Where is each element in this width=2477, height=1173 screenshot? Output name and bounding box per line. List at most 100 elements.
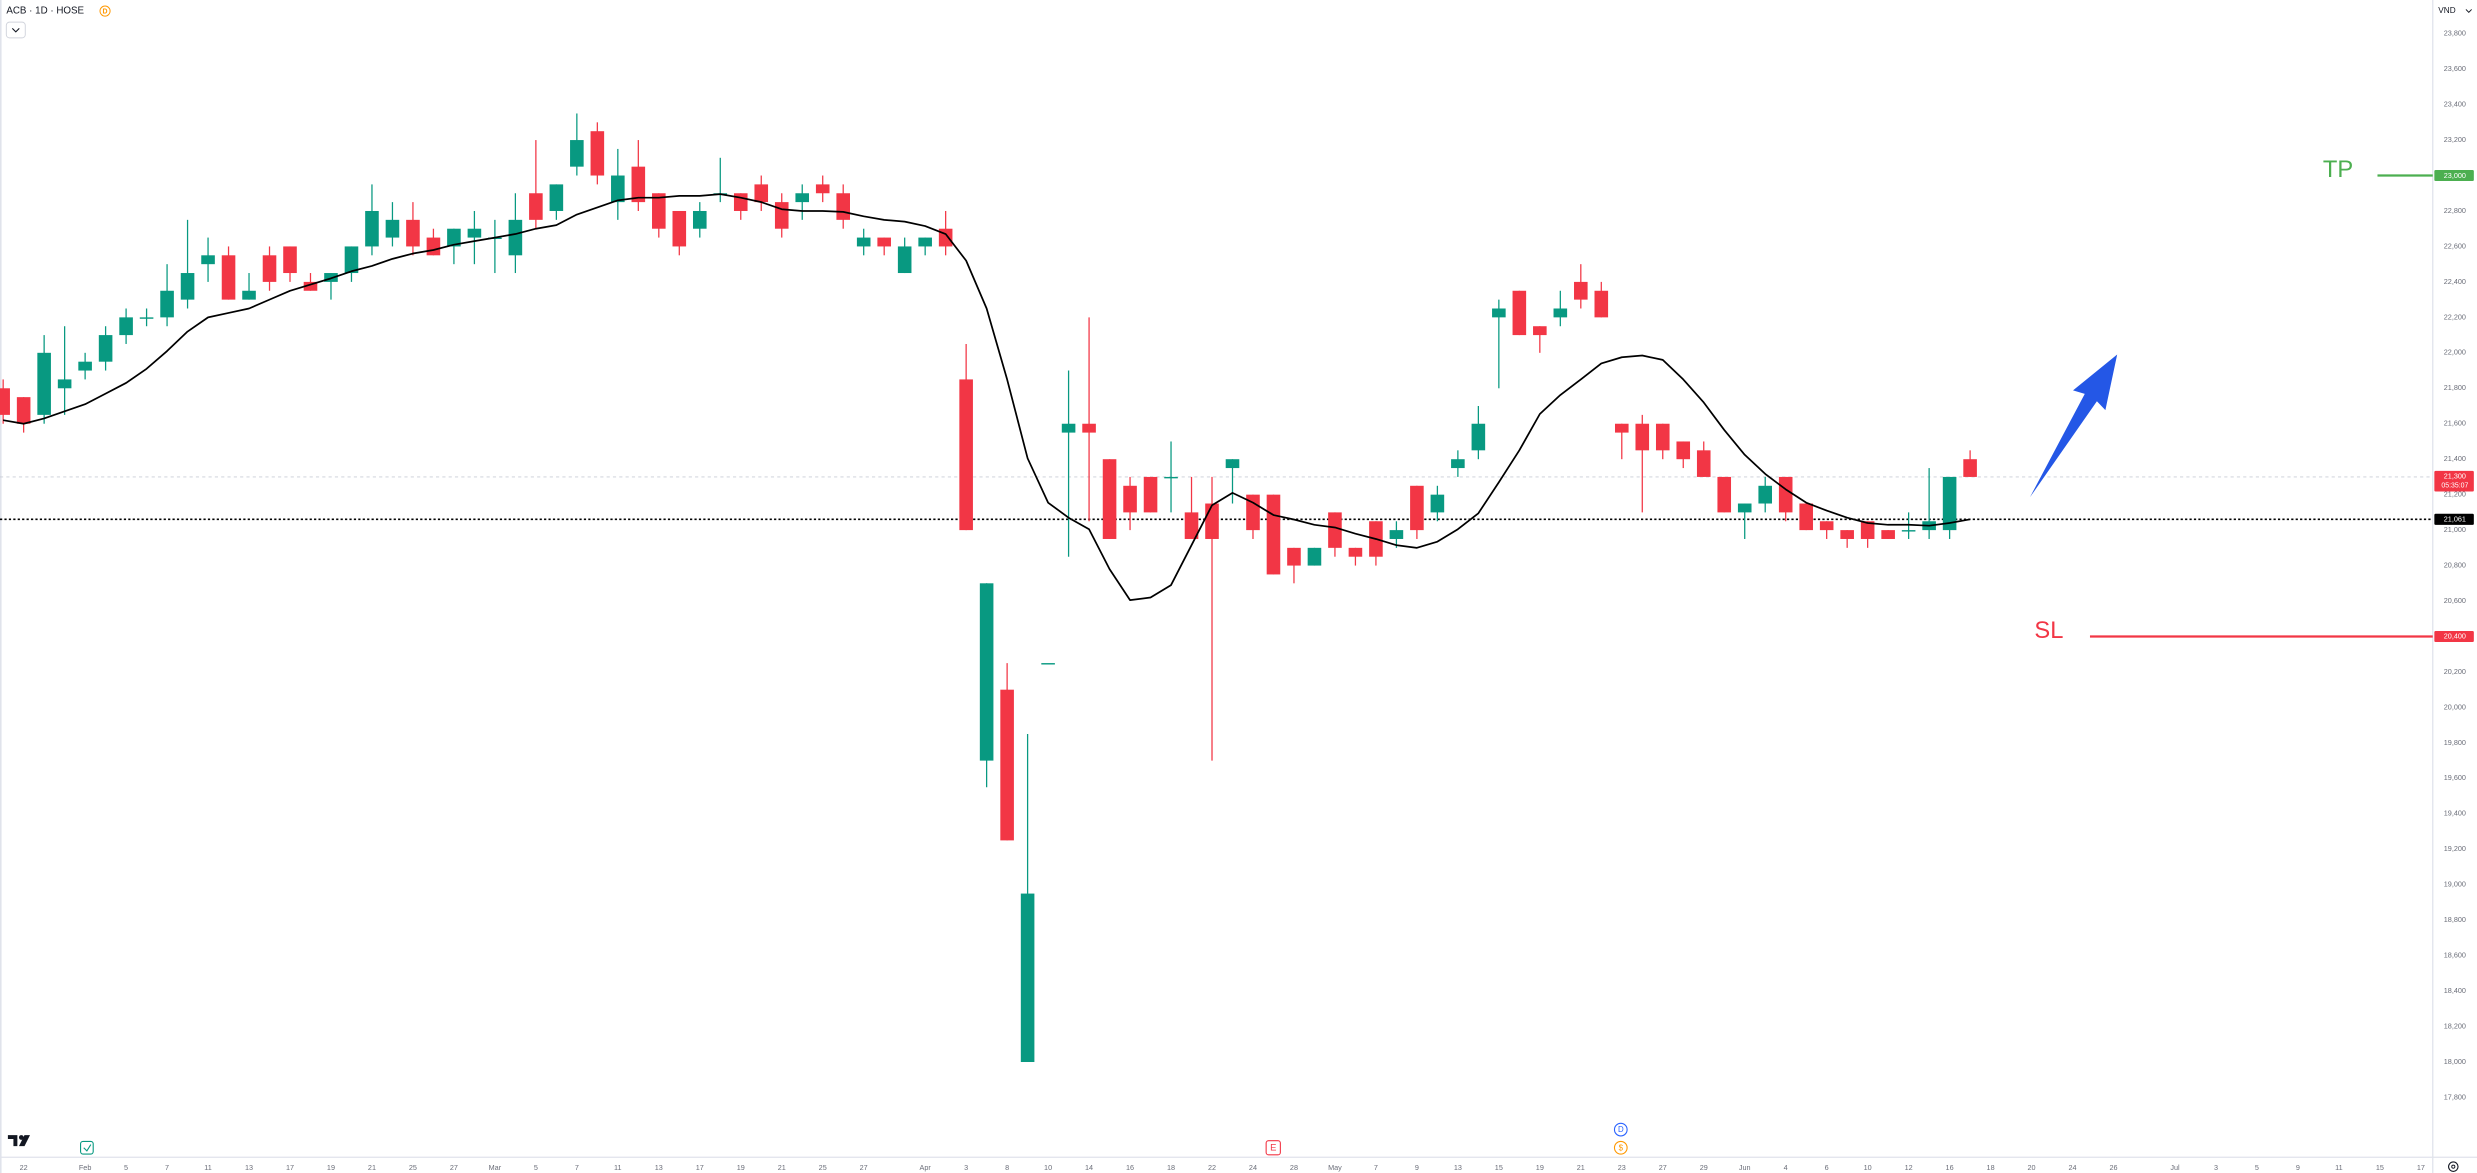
- candle-body: [856, 237, 871, 247]
- split-marker-circle[interactable]: [1613, 1140, 1628, 1155]
- candle-body: [918, 237, 932, 247]
- earnings-marker-box[interactable]: [1265, 1140, 1281, 1156]
- x-tick-label: 15: [1495, 1163, 1503, 1172]
- candle-body: [1840, 530, 1854, 539]
- settings-icon[interactable]: [2448, 1161, 2459, 1172]
- y-tick-label: 22,200: [2444, 312, 2466, 321]
- x-tick-label: 11: [614, 1163, 622, 1172]
- x-tick-label: 21: [778, 1163, 786, 1172]
- candle-body: [1512, 290, 1527, 336]
- candle-body: [78, 361, 92, 371]
- calendar-check: [83, 1144, 92, 1152]
- tradingview-logo[interactable]: [7, 1135, 31, 1147]
- arrow: [2029, 354, 2118, 498]
- candle-body: [1676, 441, 1691, 460]
- y-tick-label: 20,200: [2444, 667, 2466, 676]
- y-tick-label: 18,200: [2444, 1021, 2466, 1030]
- x-tick-label: 17: [2417, 1163, 2425, 1172]
- x-tick-label: 19: [1536, 1163, 1544, 1172]
- candle-body: [1717, 476, 1732, 513]
- candle-body: [1082, 423, 1096, 433]
- last-price-label: 21,300: [2444, 472, 2466, 481]
- candle-body: [57, 379, 72, 389]
- candle-body: [426, 237, 441, 256]
- dropdown-button[interactable]: [5, 21, 26, 39]
- x-tick-label: 17: [286, 1163, 294, 1172]
- x-tick-label: 14: [1085, 1163, 1093, 1172]
- y-tick-label: 20,000: [2444, 702, 2466, 711]
- candle-body: [16, 397, 31, 424]
- candle-body: [1819, 521, 1834, 531]
- candle-body: [365, 210, 379, 247]
- x-tick-label: 13: [245, 1163, 253, 1172]
- x-tick-label: 9: [1415, 1163, 1419, 1172]
- candle-body: [815, 184, 830, 194]
- candles: [0, 113, 1977, 1063]
- dividend-marker: D: [1618, 1125, 1624, 1134]
- candle-body: [1860, 521, 1875, 539]
- candle-body: [1143, 476, 1158, 513]
- candle-body: [1389, 530, 1404, 539]
- candle-body: [1102, 459, 1117, 539]
- candle-body: [467, 228, 482, 238]
- candle-body: [1553, 308, 1568, 318]
- candle-body: [221, 255, 236, 300]
- candle-body: [1041, 663, 1055, 665]
- y-tick-label: 21,400: [2444, 454, 2466, 463]
- candle-body: [1000, 689, 1014, 841]
- axes: 17,800 18,000 18,200 18,400 18,600 18,800 19,0…: [20, 29, 2466, 1173]
- level-price-label: 20,400: [2444, 632, 2466, 641]
- candle-body: [836, 193, 850, 220]
- x-tick-label: Feb: [79, 1163, 92, 1172]
- level-price-label: 23,000: [2444, 171, 2466, 180]
- candle-body: [98, 335, 113, 362]
- x-tick-label: 19: [327, 1163, 335, 1172]
- candle-body: [1287, 547, 1301, 566]
- candle-body: [508, 219, 523, 256]
- x-tick-label: 19: [737, 1163, 745, 1172]
- candle-body: [1574, 281, 1588, 300]
- calendar-icon[interactable]: [80, 1140, 94, 1155]
- x-tick-label: 18: [1987, 1163, 1995, 1172]
- x-tick-label: 25: [819, 1163, 827, 1172]
- candle-body: [1492, 308, 1506, 318]
- x-tick-label: 25: [409, 1163, 417, 1172]
- currency[interactable]: VND: [2438, 6, 2455, 15]
- x-tick-label: 29: [1700, 1163, 1708, 1172]
- gear-hub: [2451, 1164, 2456, 1169]
- candle-body: [1737, 503, 1752, 513]
- y-tick-label: 22,800: [2444, 206, 2466, 215]
- x-tick-label: 11: [2335, 1163, 2343, 1172]
- x-tick-label: 8: [1005, 1163, 1009, 1172]
- logo-part: [7, 1135, 18, 1147]
- y-tick-label: 19,800: [2444, 738, 2466, 747]
- gear-ring: [2448, 1161, 2459, 1172]
- x-tick-label: 27: [1659, 1163, 1667, 1172]
- candle-body: [1061, 423, 1076, 433]
- x-tick-label: 18: [1167, 1163, 1175, 1172]
- candle-body: [119, 317, 133, 336]
- y-tick-label: 20,600: [2444, 596, 2466, 605]
- candle-body: [774, 202, 789, 229]
- candle-body: [1410, 485, 1424, 531]
- y-tick-label: 23,800: [2444, 29, 2466, 38]
- y-tick-label: 22,400: [2444, 277, 2466, 286]
- x-tick-label: 16: [1126, 1163, 1134, 1172]
- y-tick-label: 22,600: [2444, 241, 2466, 250]
- candle-body: [1184, 512, 1199, 539]
- y-tick-label: 19,000: [2444, 880, 2466, 889]
- level-name: SL: [2034, 618, 2063, 644]
- candle-body: [529, 193, 543, 220]
- x-tick-label: 21: [1577, 1163, 1585, 1172]
- candle-body: [1655, 423, 1670, 451]
- candle-body: [1778, 476, 1793, 513]
- candle-body: [1205, 503, 1219, 539]
- candle-body: [1942, 476, 1957, 531]
- x-tick-label: 5: [534, 1163, 538, 1172]
- x-tick-label: 3: [2214, 1163, 2218, 1172]
- dividend-marker-circle[interactable]: [1613, 1122, 1628, 1137]
- x-tick-label: 10: [1864, 1163, 1872, 1172]
- x-tick-label: Mar: [489, 1163, 502, 1172]
- price-labels: 21,061 21,300 05:35:07 23,000 20,400: [2434, 169, 2474, 643]
